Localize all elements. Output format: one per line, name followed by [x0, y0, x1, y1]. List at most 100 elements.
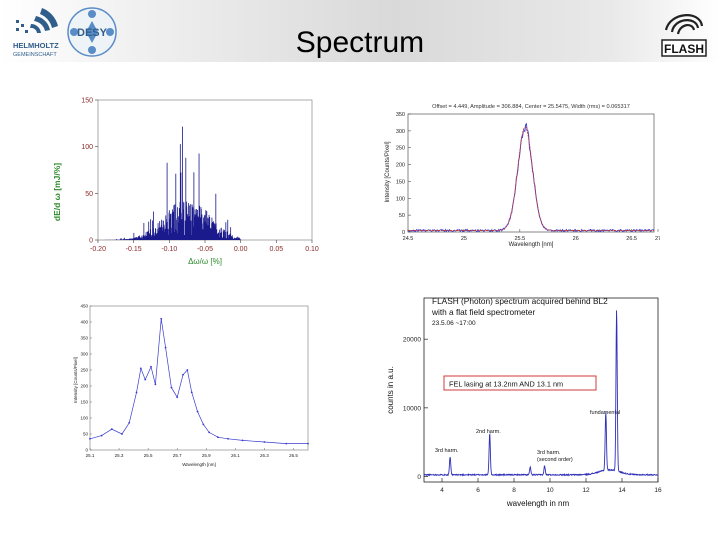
- p2-y-tick-label: 150: [396, 179, 405, 185]
- p3-data-point: [186, 369, 189, 371]
- p3-data-point: [285, 442, 288, 445]
- p4-third-harmonic-second-order-label: 3rd harm.: [537, 450, 561, 456]
- bottom-left-spectrum-panel: Intensity [Counts/Pixel] Wavelength [nm]…: [68, 300, 318, 470]
- flash-logo: FLASH: [660, 6, 708, 60]
- p3-y-tick-label: 400: [80, 320, 88, 325]
- p4-y-tick-label: 0: [417, 474, 421, 481]
- p3-data-point: [121, 433, 123, 435]
- p3-data-point: [150, 365, 152, 368]
- p4-x-tick-label: 14: [618, 487, 626, 494]
- p2-x-tick-label: 25.5: [514, 236, 525, 242]
- p4-x-tick-label: 12: [582, 487, 590, 494]
- p3-data-point: [227, 437, 229, 440]
- p2-y-tick-label: 300: [396, 129, 405, 135]
- p4-title-line-2: with a flat field spectrometer: [431, 307, 536, 317]
- p3-y-tick-label: 0: [85, 448, 88, 453]
- p4-title-line-3: 23.5.06 ~17:00: [432, 320, 476, 327]
- p2-y-tick-label: 350: [396, 112, 405, 118]
- p3-x-tick-label: 26.5: [289, 453, 298, 458]
- p3-x-tick-label: 25.9: [202, 453, 211, 458]
- p3-data-point: [170, 386, 173, 389]
- p4-title-line-1: FLASH (Photon) spectrum acquired behind …: [432, 296, 608, 306]
- p4-y-tick-label: 10000: [403, 405, 421, 412]
- p2-x-tick-label: 26.5: [626, 236, 637, 242]
- flash-logo-text: FLASH: [664, 42, 704, 56]
- p3-y-tick-label: 250: [80, 368, 88, 373]
- p2-y-tick-label: 50: [399, 213, 405, 219]
- p3-data-point: [208, 431, 211, 434]
- p3-data-point: [160, 317, 163, 320]
- p3-x-tick-label: 25.7: [173, 453, 182, 458]
- p3-y-tick-label: 100: [80, 416, 88, 421]
- p4-fundamental-label: fundamental: [590, 410, 620, 416]
- p3-y-tick-label: 200: [80, 384, 88, 389]
- p3-data-point: [176, 396, 179, 399]
- desy-logo-text: DESY: [77, 27, 108, 39]
- p1-y-tick-label: 100: [81, 144, 93, 151]
- p3-data-point: [144, 378, 147, 381]
- top-left-spectrum-panel: dE/d ω [mJ/%] Δω/ω [%] 0 50 100 150 -0.20 -0.…: [42, 92, 322, 272]
- p4-lasing-annotation: FEL lasing at 13.2nm AND 13.1 nm: [449, 380, 563, 389]
- p4-x-tick-label: 16: [654, 487, 662, 494]
- p3-x-tick-label: 26.3: [260, 453, 269, 458]
- p3-data-point: [135, 391, 138, 394]
- p3-data-point: [263, 441, 266, 443]
- p4-y-tick-label: 20000: [403, 337, 421, 344]
- p1-x-tick-label: 0.10: [305, 246, 319, 253]
- p2-x-axis-label: Wavelength [nm]: [509, 242, 554, 248]
- p3-plot-frame: [89, 305, 309, 451]
- p3-x-tick-label: 25.5: [144, 453, 153, 458]
- p4-y-axis-label: counts in a.u.: [386, 366, 395, 414]
- p4-x-axis-label: wavelength in nm: [506, 499, 570, 508]
- p3-y-tick-label: 450: [80, 304, 88, 309]
- p1-y-axis-label-group: dE/d ω [mJ/%]: [52, 163, 62, 221]
- p3-x-tick-label: 26.1: [231, 453, 240, 458]
- p2-y-axis-label-group: Intensity [Counts/Pixel]: [385, 141, 391, 202]
- p3-data-point: [139, 367, 142, 370]
- p3-x-tick-label: 25.1: [86, 453, 95, 458]
- p2-x-tick-label: 27: [655, 236, 660, 242]
- p3-data-point: [100, 434, 103, 437]
- p4-spectrum-line: [423, 310, 659, 477]
- p3-data-point: [110, 428, 113, 431]
- p2-x-tick-label: 26: [573, 236, 579, 242]
- p4-second-order-label: (second order): [537, 457, 573, 463]
- p2-fit-line: [408, 126, 654, 231]
- p3-data-point: [89, 437, 91, 440]
- p1-y-tick-label: 150: [81, 98, 93, 105]
- bottom-right-flash-spectrum-panel: FLASH (Photon) spectrum acquired behind …: [380, 290, 670, 520]
- p2-y-tick-label: 200: [396, 163, 405, 169]
- top-right-fit-panel: Offset = 4.449, Amplitude = 306.884, Cen…: [378, 100, 661, 260]
- p4-x-tick-label: 8: [512, 487, 516, 494]
- slide-header-band: [0, 0, 720, 62]
- p3-data-point: [128, 421, 131, 424]
- p3-y-axis-label-group: Intensity [Counts/Pixel]: [73, 357, 78, 403]
- helmholtz-logo-text: HELMHOLTZ: [13, 41, 59, 50]
- p3-y-tick-label: 300: [80, 352, 88, 357]
- p3-x-tick-label: 25.3: [115, 453, 124, 458]
- p3-data-point: [241, 439, 244, 442]
- p2-y-tick-label: 250: [396, 146, 405, 152]
- p3-data-point: [182, 373, 184, 376]
- p2-chart-title: Offset = 4.449, Amplitude = 306.884, Cen…: [432, 104, 630, 110]
- p4-x-tick-label: 4: [440, 487, 444, 494]
- p1-x-tick-label: -0.20: [90, 246, 106, 253]
- p1-x-tick-label: 0.00: [234, 246, 248, 253]
- p1-x-axis-label: Δω/ω [%]: [188, 257, 222, 266]
- p3-x-axis-label: Wavelength [nm]: [182, 462, 216, 467]
- p3-data-point: [307, 442, 309, 445]
- helmholtz-logo-subtext: GEMEINSCHAFT: [13, 52, 57, 58]
- p3-data-point: [154, 383, 157, 386]
- p3-y-axis-label: Intensity [Counts/Pixel]: [73, 357, 78, 403]
- p3-spectrum-line: [89, 318, 308, 444]
- p2-y-tick-label: 0: [402, 230, 405, 236]
- p2-x-tick-label: 25: [461, 236, 467, 242]
- p2-x-tick-label: 24.5: [403, 236, 414, 242]
- p1-x-tick-label: -0.15: [126, 246, 142, 253]
- p4-third-harmonic-label: 3rd harm.: [435, 448, 459, 454]
- p1-y-tick-label: 0: [89, 238, 93, 245]
- p1-x-tick-label: -0.05: [197, 246, 213, 253]
- p4-plot-frame: [423, 297, 659, 483]
- p3-data-point: [196, 410, 199, 413]
- p1-y-axis-label: dE/d ω [mJ/%]: [52, 163, 62, 221]
